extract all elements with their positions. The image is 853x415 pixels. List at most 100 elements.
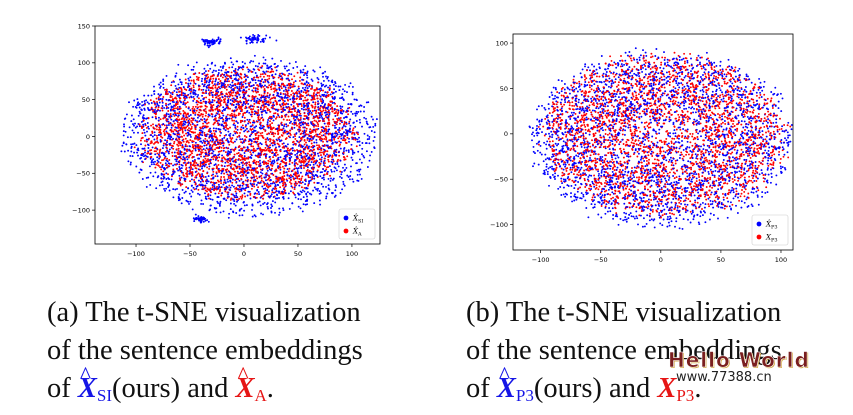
- scatter-point: [189, 114, 192, 116]
- scatter-point: [342, 166, 344, 169]
- scatter-point: [202, 188, 205, 191]
- scatter-point: [214, 148, 216, 151]
- scatter-point: [269, 71, 272, 74]
- scatter-point: [199, 102, 202, 104]
- scatter-point: [222, 106, 225, 109]
- scatter-point: [175, 103, 178, 105]
- scatter-point: [259, 132, 262, 135]
- scatter-point: [308, 145, 310, 148]
- scatter-point: [250, 111, 253, 113]
- scatter-point: [199, 133, 202, 136]
- scatter-point: [354, 125, 357, 128]
- scatter-point: [282, 207, 284, 210]
- scatter-point: [232, 87, 235, 90]
- scatter-point: [177, 94, 180, 97]
- scatter-point: [322, 75, 324, 78]
- scatter-point: [269, 98, 272, 101]
- scatter-point: [287, 170, 290, 173]
- scatter-point: [313, 160, 316, 163]
- scatter-point: [223, 73, 226, 76]
- scatter-point: [314, 151, 316, 154]
- scatter-point: [290, 155, 293, 158]
- scatter-point: [294, 137, 297, 140]
- scatter-point: [301, 157, 304, 160]
- scatter-point: [195, 187, 198, 190]
- scatter-point: [307, 147, 310, 149]
- scatter-point: [257, 134, 260, 137]
- scatter-point: [310, 78, 313, 81]
- scatter-point: [317, 103, 319, 106]
- scatter-point: [293, 133, 296, 136]
- scatter-point: [311, 176, 314, 178]
- scatter-point: [259, 181, 262, 184]
- scatter-point: [309, 176, 312, 179]
- scatter-point: [146, 106, 149, 109]
- scatter-point: [278, 135, 281, 138]
- scatter-point: [195, 101, 198, 104]
- scatter-point: [300, 138, 303, 141]
- scatter-point: [318, 151, 321, 154]
- scatter-point: [293, 75, 296, 78]
- scatter-point: [373, 147, 376, 150]
- scatter-point: [166, 147, 168, 150]
- scatter-point: [175, 163, 178, 166]
- scatter-point: [257, 131, 260, 134]
- scatter-point: [330, 177, 332, 180]
- scatter-point: [276, 153, 279, 156]
- scatter-point: [141, 132, 144, 135]
- scatter-point: [191, 152, 193, 155]
- scatter-point: [262, 62, 265, 65]
- scatter-point: [135, 106, 138, 109]
- scatter-point: [165, 88, 168, 91]
- scatter-point: [210, 91, 213, 94]
- scatter-point: [262, 197, 265, 200]
- scatter-point: [327, 79, 330, 82]
- scatter-point: [319, 98, 322, 101]
- scatter-point: [269, 150, 271, 153]
- scatter-point: [189, 162, 192, 165]
- scatter-point: [294, 180, 297, 183]
- scatter-point: [178, 105, 181, 108]
- scatter-point: [191, 123, 194, 125]
- scatter-point: [299, 124, 302, 127]
- scatter-point: [187, 107, 190, 110]
- scatter-point: [265, 111, 268, 114]
- scatter-point: [264, 153, 267, 156]
- scatter-point: [296, 95, 299, 97]
- scatter-point: [304, 152, 307, 155]
- scatter-point: [162, 83, 165, 86]
- scatter-point: [303, 102, 305, 105]
- scatter-point: [179, 129, 181, 132]
- scatter-point: [308, 140, 311, 143]
- scatter-point: [248, 143, 251, 146]
- scatter-point: [153, 142, 155, 145]
- scatter-point: [160, 168, 163, 171]
- scatter-point: [361, 125, 363, 128]
- scatter-point: [134, 126, 137, 129]
- scatter-point: [175, 107, 177, 110]
- scatter-point: [291, 122, 294, 125]
- scatter-point: [162, 80, 165, 82]
- scatter-point: [204, 155, 207, 157]
- scatter-point: [197, 150, 200, 152]
- scatter-point: [315, 133, 318, 136]
- scatter-point: [169, 102, 172, 105]
- scatter-point: [301, 87, 304, 89]
- scatter-point: [201, 184, 203, 187]
- scatter-point: [252, 169, 255, 172]
- scatter-point: [255, 175, 258, 178]
- scatter-point: [204, 157, 207, 160]
- scatter-point: [197, 179, 200, 182]
- scatter-point: [213, 154, 215, 157]
- scatter-point: [252, 195, 255, 198]
- scatter-point: [313, 119, 316, 122]
- scatter-point: [213, 206, 216, 209]
- scatter-point: [238, 186, 241, 189]
- scatter-point: [266, 92, 269, 94]
- scatter-point: [312, 163, 315, 166]
- scatter-point: [151, 135, 154, 138]
- scatter-point: [170, 126, 173, 129]
- scatter-point: [323, 122, 326, 125]
- scatter-point: [268, 108, 271, 111]
- scatter-point: [220, 194, 223, 197]
